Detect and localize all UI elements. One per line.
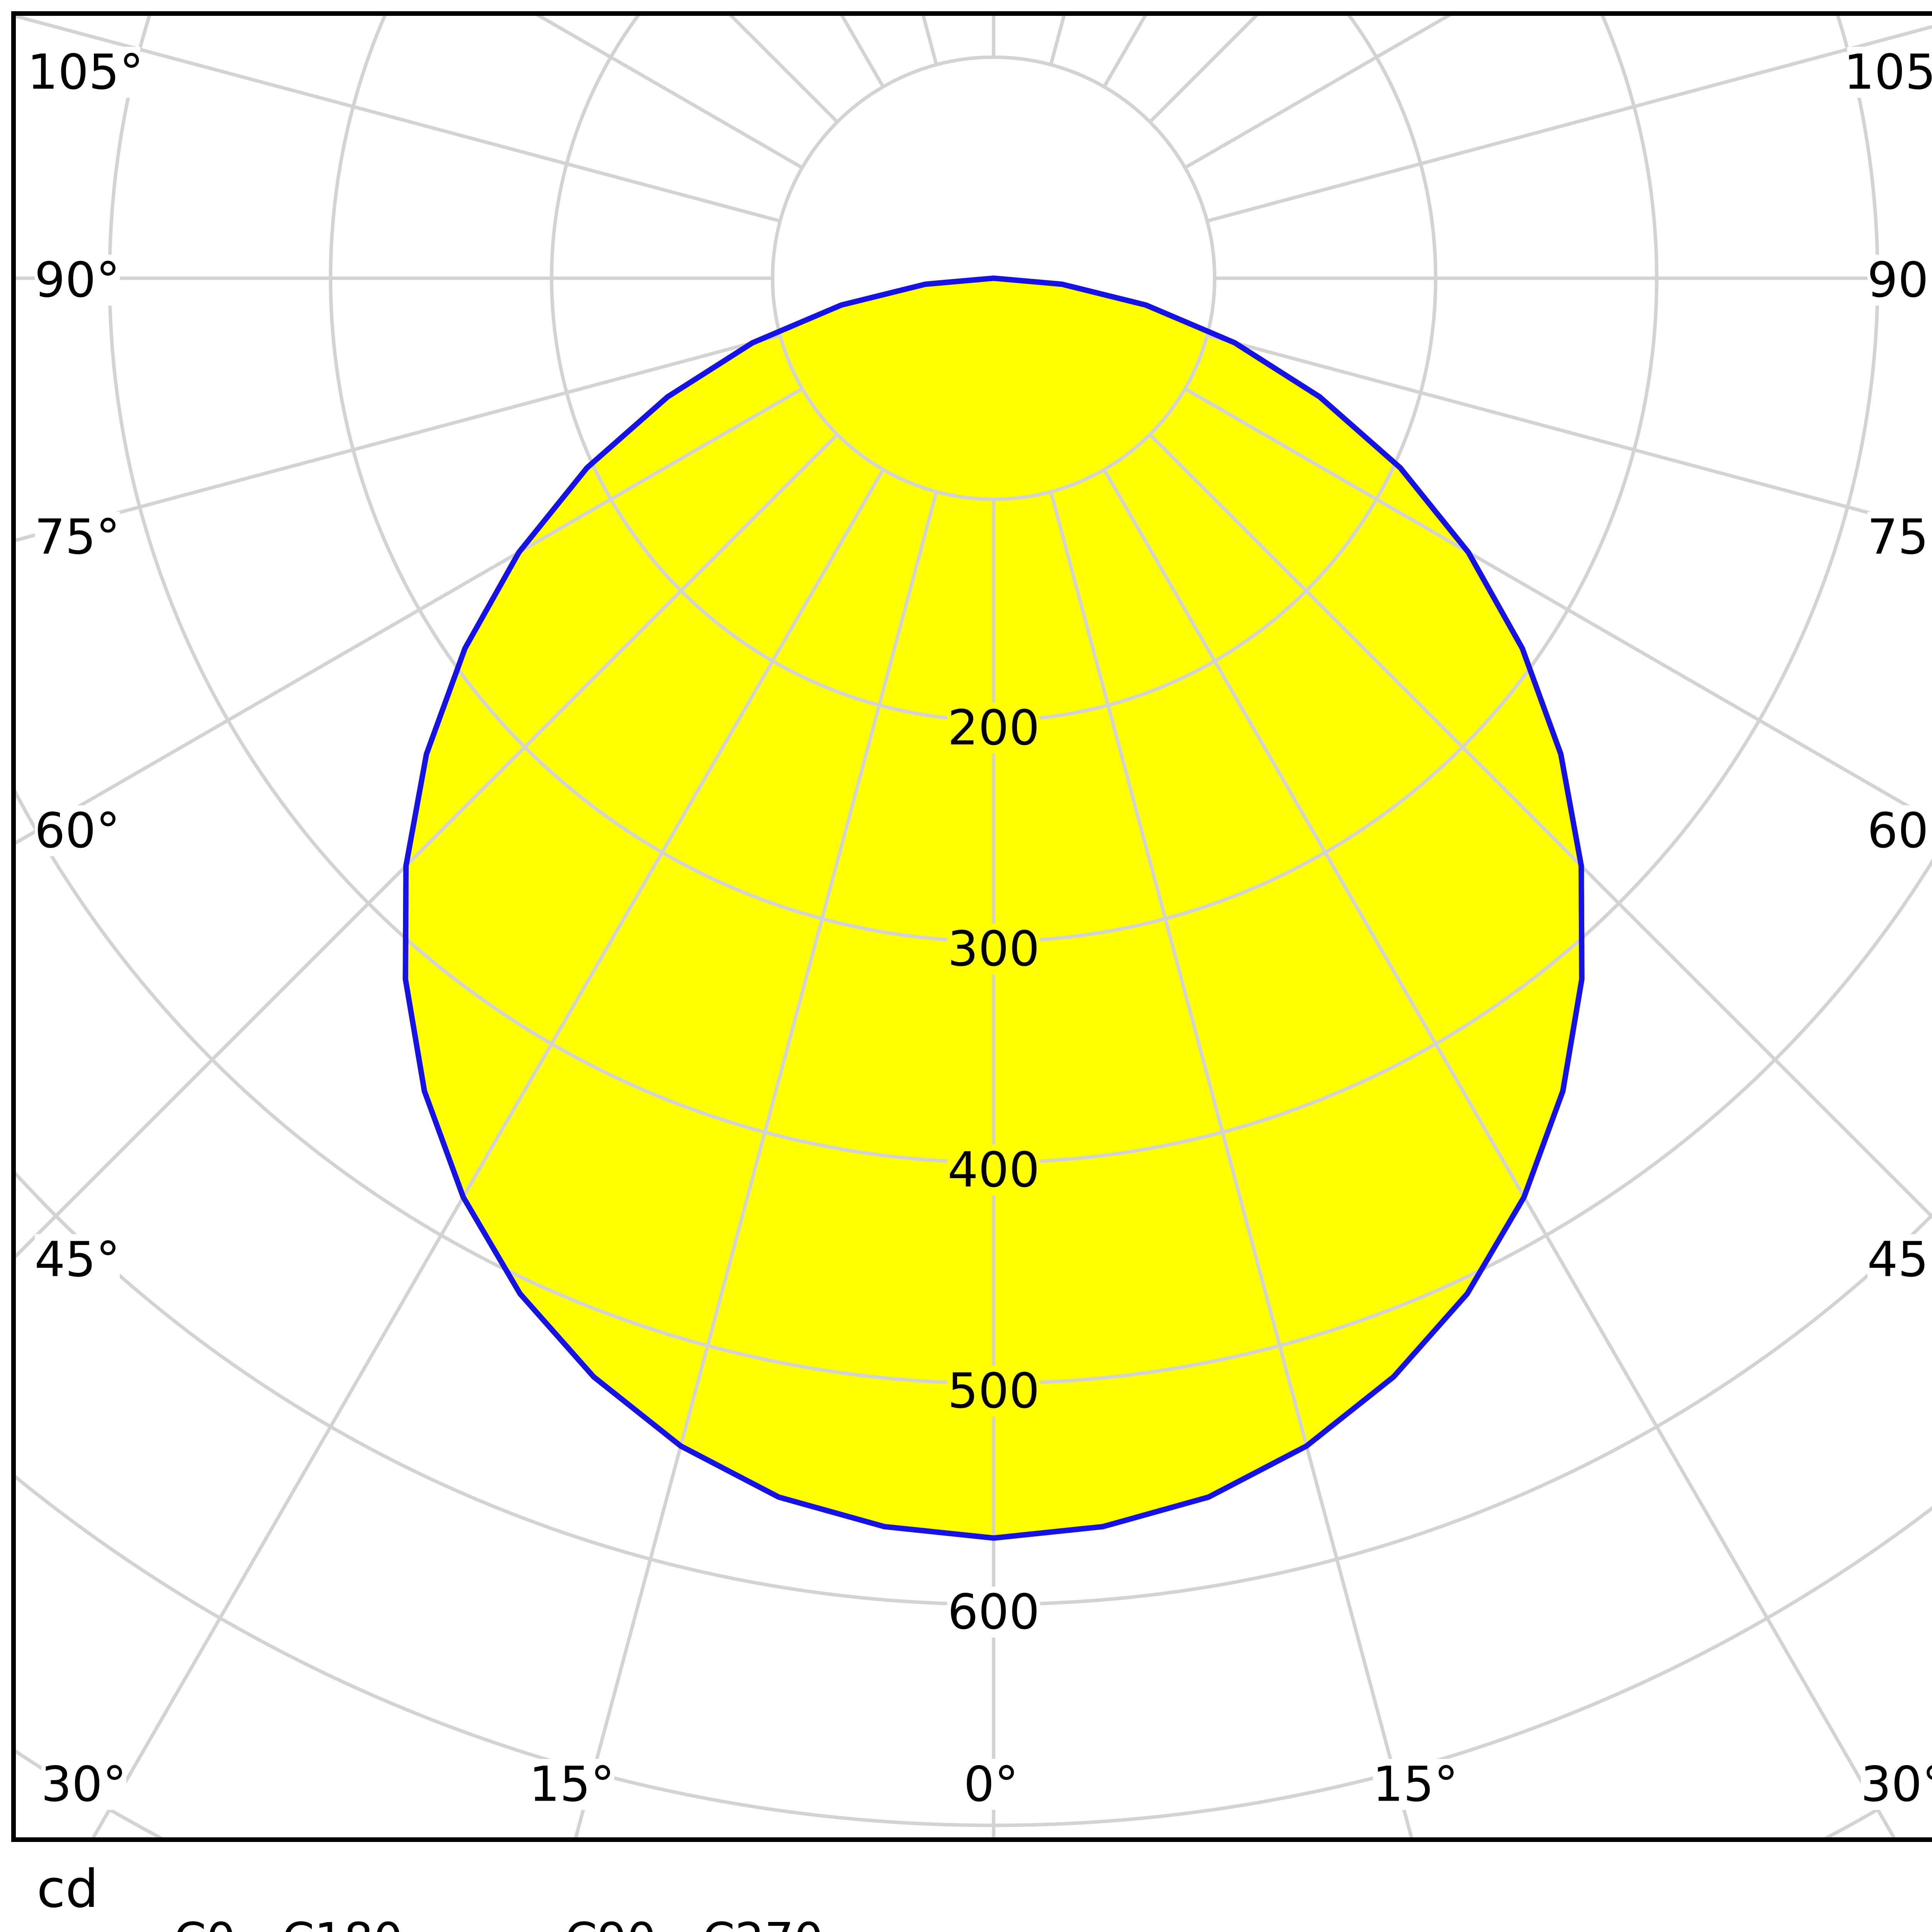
grid-spoke-45	[1148, 433, 1932, 1219]
angle-label-90°: 90°	[1867, 252, 1932, 308]
ring-label-bg-200	[947, 702, 1040, 753]
angle-label-bg-45°	[35, 1234, 120, 1285]
angle-label-30°: 30°	[41, 1757, 127, 1813]
grid-spoke-315	[14, 433, 839, 1261]
angle-label-30°: 30°	[1861, 1757, 1932, 1813]
angle-label-bg-105°	[1847, 47, 1932, 98]
angle-label-bg-60°	[1867, 805, 1932, 856]
plot-border	[11, 11, 1932, 1842]
angle-label-105°: 105°	[27, 44, 143, 100]
grid-spoke-15	[1049, 491, 1414, 1840]
tick-label-layer: 200 300 400 500 600 105° 90° 75° 60° 45° 105° 90° 75…	[27, 44, 1932, 1813]
angle-label-bg-30°	[1861, 1759, 1932, 1810]
angle-label-105°: 105°	[1844, 44, 1932, 100]
angle-label-bg-75°	[35, 512, 120, 563]
angle-label-75°: 75°	[1867, 509, 1932, 565]
angle-label-bg-0°	[961, 1759, 1021, 1810]
angle-label-75°: 75°	[34, 509, 120, 565]
angle-label-bg-75°	[1867, 512, 1932, 563]
legend: cd C0 - C180 C90 - C270	[37, 1859, 823, 1932]
angle-label-60°: 60°	[34, 803, 120, 859]
grid-spoke-255	[14, 14, 781, 223]
angle-label-45°: 45°	[1867, 1232, 1932, 1288]
ring-label-bg-300	[947, 923, 1040, 975]
angle-label-bg-90°	[1867, 255, 1932, 306]
angle-label-15°: 15°	[1372, 1757, 1458, 1813]
ring-label-bg-600	[947, 1587, 1040, 1638]
curve-c90-c270	[403, 275, 1585, 1541]
angle-label-15°: 15°	[529, 1757, 615, 1813]
angle-label-0°: 0°	[964, 1757, 1019, 1813]
angle-label-90°: 90°	[34, 252, 120, 308]
grid-spoke-60	[1184, 387, 1932, 822]
grid-spoke-330	[90, 469, 885, 1840]
angle-label-bg-30°	[41, 1759, 126, 1810]
legend-label-c90-c270: C90 - C270	[565, 1913, 823, 1932]
angle-label-bg-15°	[529, 1759, 614, 1810]
legend-units-label: cd	[37, 1859, 99, 1919]
legend-label-c0-c180: C0 - C180	[174, 1913, 403, 1932]
angle-label-bg-15°	[1373, 1759, 1458, 1810]
grid-spoke-30	[1102, 469, 1897, 1840]
ring-label-600: 600	[947, 1584, 1040, 1640]
angle-label-bg-60°	[35, 805, 120, 856]
angle-label-bg-45°	[1867, 1234, 1932, 1285]
ring-label-200: 200	[947, 700, 1040, 756]
grid-spoke-345	[573, 491, 938, 1840]
angle-label-bg-105°	[31, 47, 140, 98]
grid-spoke-300	[14, 387, 803, 846]
grid-spoke-75	[1206, 333, 1932, 532]
angle-label-45°: 45°	[34, 1232, 120, 1288]
ring-label-300: 300	[947, 921, 1040, 977]
grid-spoke-105	[1206, 25, 1932, 223]
ring-label-400: 400	[947, 1142, 1040, 1198]
ring-label-bg-400	[947, 1145, 1040, 1196]
angle-label-bg-90°	[35, 255, 120, 306]
angle-label-60°: 60°	[1867, 803, 1932, 859]
ring-label-500: 500	[947, 1363, 1040, 1419]
grid-spoke-285	[14, 333, 781, 543]
ring-label-bg-500	[947, 1366, 1040, 1417]
